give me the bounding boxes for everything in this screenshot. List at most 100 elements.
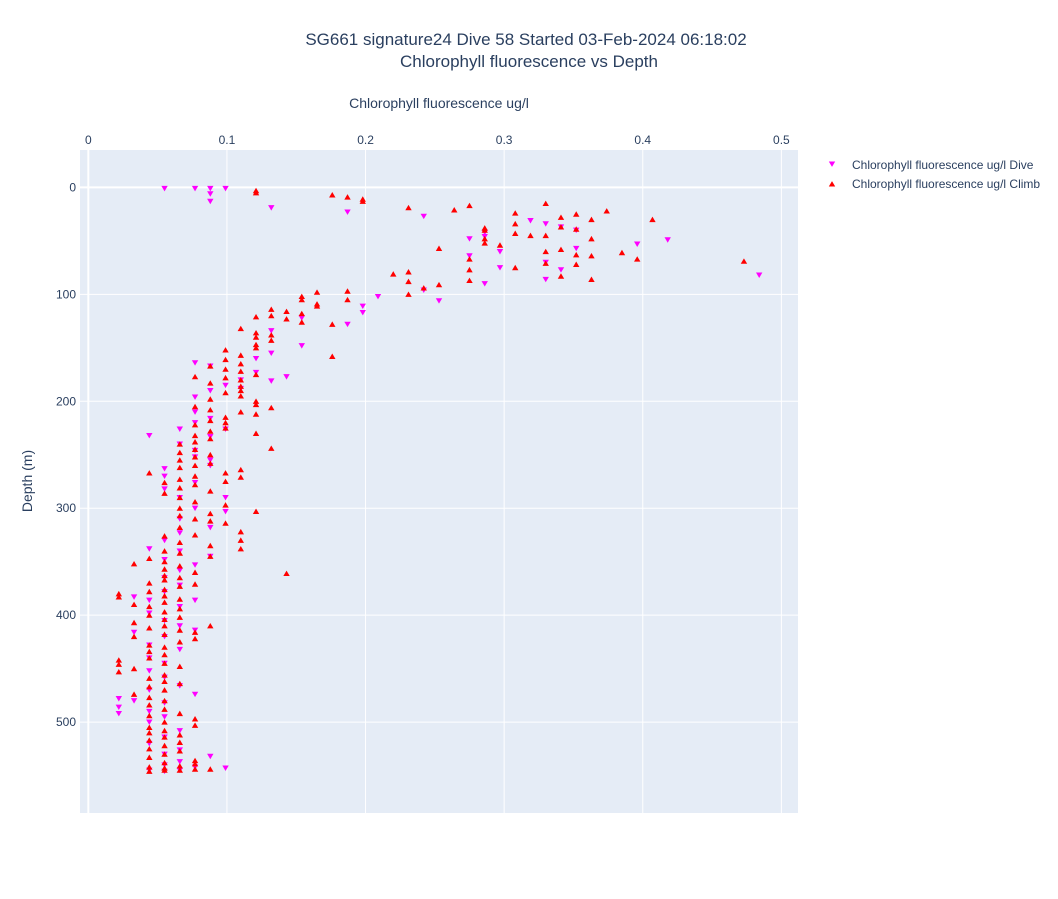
climb-point [161,751,168,757]
climb-point [161,697,168,704]
climb-point [176,767,183,773]
climb-point [176,680,183,687]
climb-point [176,605,183,612]
climb-point [146,729,153,736]
dive-point [176,530,183,536]
legend[interactable]: Chlorophyll fluorescence ug/l Dive Chlor… [828,158,1041,191]
climb-point [481,240,488,246]
dive-point [130,629,138,636]
tick-labels: 0 0.1 0.2 0.3 0.4 0.5 0 100 200 300 400 500 [56,133,790,729]
dive-point [191,185,199,192]
climb-point [329,192,336,198]
climb-point [176,748,183,754]
climb-point [191,581,199,587]
climb-point [146,625,153,631]
climb-point [115,594,123,600]
climb-point [359,198,366,204]
climb-point [161,572,168,579]
climb-point [161,479,168,486]
climb-point [588,235,595,242]
climb-point [176,539,183,546]
climb-point [161,672,168,678]
climb-point [176,494,183,501]
climb-series [115,187,748,774]
climb-point [176,464,183,471]
dive-point [207,524,214,531]
dive-point [268,328,275,334]
climb-point [207,460,214,466]
climb-point [237,360,244,367]
climb-point [313,303,321,309]
climb-point [252,334,260,340]
climb-point [283,316,290,322]
climb-point [237,474,244,480]
climb-point [603,208,610,214]
climb-point [176,457,183,463]
climb-point [115,661,123,667]
climb-point [420,285,427,291]
climb-point [161,644,168,650]
dive-point [146,432,153,439]
climb-point [191,516,199,522]
dive-point [176,567,183,574]
climb-point [176,583,183,589]
legend-item-climb[interactable]: Chlorophyll fluorescence ug/l Climb [828,177,1041,191]
climb-point [222,478,229,485]
dive-point [222,185,229,192]
climb-point [191,481,199,488]
dive-point [161,473,168,480]
climb-point [252,341,260,348]
climb-point [161,616,168,623]
climb-point [207,435,214,442]
dive-point [176,728,183,734]
climb-point [176,639,183,645]
climb-point [207,510,214,517]
climb-point [527,232,534,239]
dive-point [420,213,427,220]
dive-point [664,237,671,243]
climb-point [161,566,168,572]
climb-point [557,224,565,230]
climb-point [588,276,595,282]
climb-point [161,759,168,766]
plot-background [80,150,798,813]
legend-item-dive[interactable]: Chlorophyll fluorescence ug/l Dive [828,158,1034,172]
climb-point [161,719,168,725]
climb-point [222,366,229,372]
dive-point [557,267,565,273]
climb-point [405,278,412,285]
dive-point [176,759,183,765]
x-tick-label: 0.3 [496,133,513,147]
climb-point [146,702,153,708]
climb-point [207,406,214,413]
climb-point [573,261,580,267]
climb-point [481,227,488,233]
climb-point [130,665,138,672]
dive-point [222,494,229,501]
climb-point [176,732,183,738]
climb-point [329,321,336,327]
climb-point [557,273,565,279]
climb-point [512,210,519,216]
climb-point [298,296,305,303]
climb-point [618,249,626,256]
climb-point [176,550,183,556]
climb-point [252,371,260,378]
dive-point [191,562,199,568]
climb-point [252,430,260,436]
climb-point [207,518,214,524]
climb-point [496,242,504,248]
climb-point [130,691,138,697]
climb-point [542,260,549,266]
climb-point [115,668,123,675]
climb-point [252,411,260,417]
climb-point [298,310,305,317]
climb-point [176,524,183,531]
climb-point [207,488,214,494]
climb-point [161,577,168,583]
dive-point [542,276,549,283]
climb-point [146,712,153,719]
climb-point [146,768,153,774]
climb-point [130,560,138,567]
climb-point [146,754,153,760]
